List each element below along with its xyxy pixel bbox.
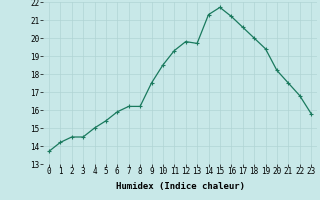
X-axis label: Humidex (Indice chaleur): Humidex (Indice chaleur) <box>116 182 244 191</box>
